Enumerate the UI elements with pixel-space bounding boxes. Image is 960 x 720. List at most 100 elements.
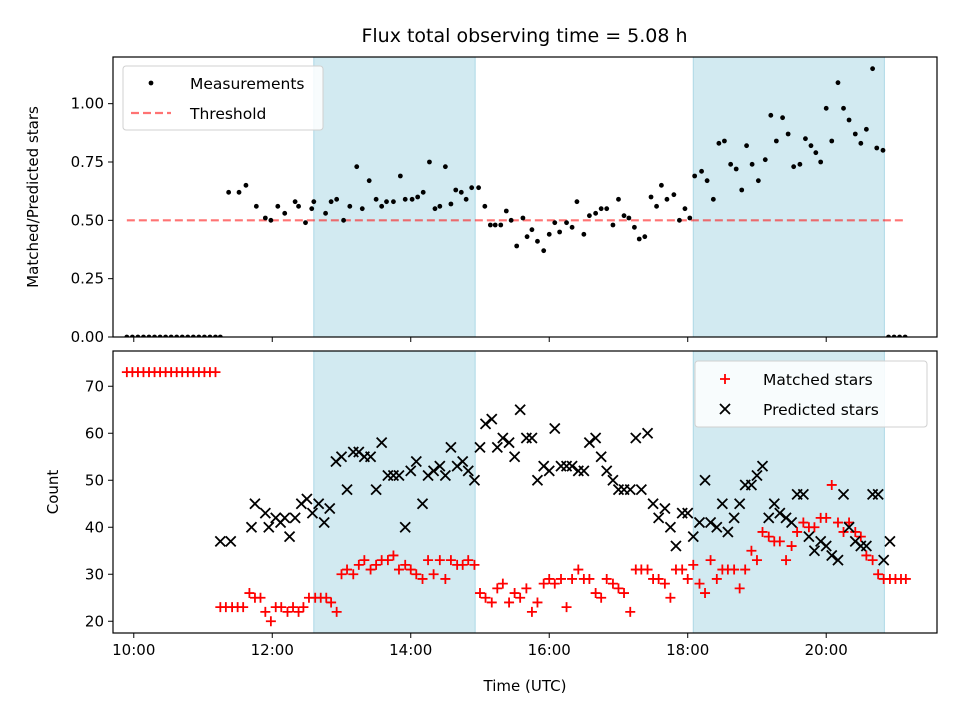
data-point — [573, 564, 584, 575]
data-point — [552, 220, 558, 226]
data-point — [370, 484, 382, 496]
data-point — [416, 498, 429, 510]
data-point — [733, 166, 739, 172]
data-point — [872, 488, 884, 500]
data-point — [746, 545, 757, 556]
data-point — [492, 583, 503, 594]
data-point — [744, 143, 749, 149]
data-point — [275, 203, 281, 209]
data-point — [704, 516, 717, 529]
data-point — [288, 602, 299, 613]
data-point — [531, 474, 544, 486]
data-point — [590, 588, 601, 599]
data-point — [578, 465, 590, 477]
data-point — [768, 112, 774, 118]
data-point — [541, 248, 547, 254]
data-point — [710, 196, 716, 202]
data-point — [508, 451, 521, 463]
data-point — [276, 602, 287, 613]
legend-label-predicted: Predicted stars — [763, 401, 879, 419]
y-axis-label: Count — [44, 470, 62, 515]
data-point — [884, 535, 896, 547]
data-point — [653, 573, 664, 584]
data-point — [803, 136, 808, 142]
series-matched-stars — [121, 367, 911, 627]
axes-frame — [112, 56, 938, 338]
data-point — [751, 555, 762, 566]
data-point — [616, 196, 621, 202]
y-tick-label: 40 — [85, 518, 104, 536]
data-point — [621, 213, 627, 219]
data-point — [873, 569, 884, 580]
data-point — [722, 526, 734, 538]
data-point — [858, 140, 864, 146]
data-point — [445, 441, 457, 453]
data-point — [437, 203, 443, 209]
data-point — [210, 367, 221, 378]
data-point — [260, 606, 271, 617]
data-point — [453, 187, 459, 193]
data-point — [417, 573, 428, 584]
data-point — [298, 602, 309, 613]
data-point — [410, 455, 422, 468]
data-point — [359, 206, 365, 212]
legend-label-threshold: Threshold — [189, 105, 266, 123]
data-point — [572, 465, 584, 477]
data-point — [773, 138, 779, 144]
data-point — [279, 512, 291, 524]
data-point — [303, 220, 308, 226]
data-point — [259, 507, 271, 519]
data-point — [846, 117, 852, 123]
data-point — [497, 432, 509, 444]
data-point — [402, 196, 408, 202]
x-tick-label: 18:00 — [666, 641, 709, 659]
data-point — [476, 185, 482, 191]
data-point — [391, 199, 396, 205]
data-point — [863, 126, 869, 132]
data-point — [785, 131, 791, 137]
data-point — [780, 115, 785, 121]
data-point — [244, 588, 255, 599]
data-point — [768, 498, 780, 510]
data-point — [405, 564, 416, 575]
data-point — [601, 465, 613, 477]
data-point — [311, 199, 317, 205]
data-point — [843, 521, 855, 533]
data-point — [756, 460, 769, 472]
data-point — [596, 592, 607, 603]
data-point — [659, 502, 671, 515]
data-point — [832, 554, 844, 566]
data-point — [837, 488, 850, 500]
data-point — [226, 189, 232, 195]
data-point — [729, 564, 740, 575]
data-point — [504, 597, 515, 608]
data-point — [521, 583, 532, 594]
data-point — [734, 498, 746, 510]
data-point — [492, 222, 498, 228]
data-point — [526, 432, 538, 444]
data-point — [388, 550, 399, 561]
data-point — [482, 203, 488, 209]
data-point — [331, 606, 342, 617]
data-point — [626, 215, 632, 221]
legend-label-measurements: Measurements — [190, 75, 305, 93]
data-point — [763, 531, 774, 542]
data-point — [900, 573, 911, 584]
data-point — [808, 143, 814, 149]
y-tick-label: 0.25 — [71, 270, 104, 288]
data-point — [341, 217, 346, 223]
data-point — [567, 573, 578, 584]
data-point — [728, 161, 734, 167]
data-point — [415, 194, 421, 200]
data-point — [326, 597, 337, 608]
y-tick-label: 1.00 — [71, 95, 104, 113]
data-point — [757, 526, 768, 537]
y-tick-label: 70 — [85, 377, 104, 395]
data-point — [739, 187, 745, 193]
data-point — [306, 507, 319, 519]
data-point — [535, 238, 540, 244]
x-tick-label: 10:00 — [112, 641, 155, 659]
ratio-panel: 0.00 0.25 0.50 0.75 1.00 Matched/Predicted st… — [24, 56, 938, 346]
data-point — [598, 206, 604, 212]
